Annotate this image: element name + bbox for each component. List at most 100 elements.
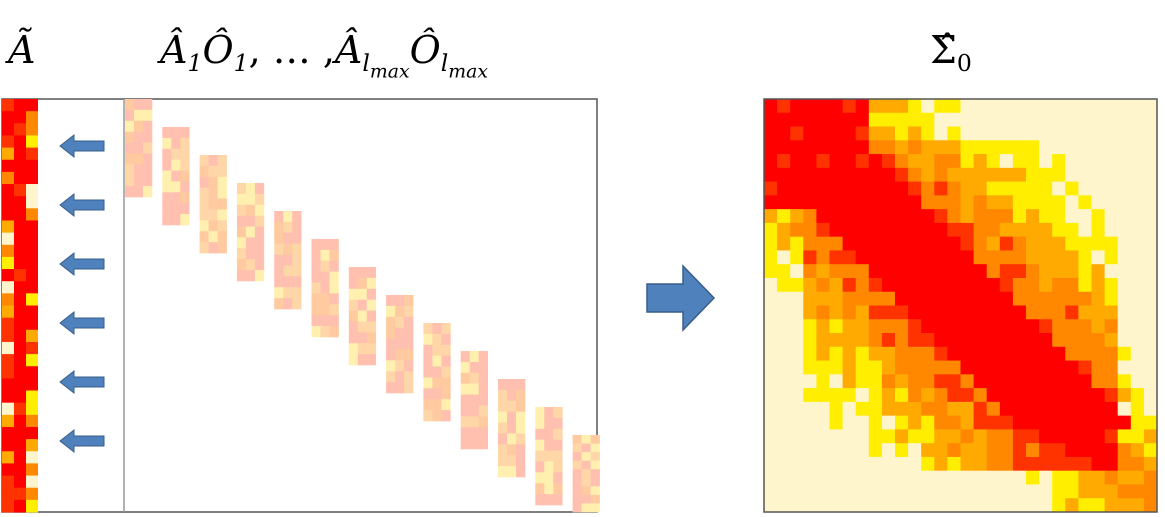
- heatmap-cell: [881, 181, 896, 196]
- heatmap-cell: [881, 498, 896, 513]
- heatmap-cell: [1130, 112, 1145, 127]
- heatmap-cell: [973, 264, 988, 279]
- heatmap-cell: [1012, 374, 1027, 389]
- heatmap-cell: [829, 429, 843, 444]
- block-cell: [366, 299, 377, 311]
- heatmap-cell: [960, 415, 974, 430]
- heatmap-cell: [921, 222, 935, 238]
- heatmap-cell: [1052, 277, 1066, 293]
- heatmap-cell: [777, 126, 791, 141]
- heatmap-cell: [895, 429, 909, 444]
- heatmap-cell: [895, 112, 909, 127]
- heatmap-cell: [973, 333, 988, 348]
- heatmap-cell: [842, 140, 857, 155]
- block-cell: [590, 460, 600, 470]
- a-strip-cell: [2, 220, 14, 234]
- block-cell: [395, 316, 405, 328]
- heatmap-cell: [1039, 167, 1053, 182]
- heatmap-cell: [895, 401, 909, 417]
- heatmap-cell: [1091, 99, 1105, 114]
- heatmap-cell: [1052, 181, 1066, 196]
- heatmap-cell: [855, 429, 870, 444]
- heatmap-cell: [1039, 388, 1053, 403]
- heatmap-cell: [764, 140, 778, 155]
- block-cell: [441, 323, 451, 335]
- a-strip-cell: [2, 451, 14, 464]
- heatmap-cell: [777, 291, 791, 306]
- heatmap-cell: [1143, 154, 1158, 169]
- block-cell: [553, 428, 563, 440]
- block-cell: [245, 193, 256, 206]
- heatmap-cell: [934, 250, 948, 265]
- heatmap-cell: [868, 305, 883, 320]
- heatmap-cell: [921, 305, 935, 320]
- block-cell: [581, 503, 591, 513]
- heatmap-cell: [1091, 360, 1105, 375]
- heatmap-cell: [921, 112, 935, 127]
- heatmap-cell: [1039, 112, 1053, 127]
- heatmap-cell: [1065, 470, 1079, 485]
- block-cell: [432, 388, 442, 400]
- heatmap-cell: [1052, 456, 1066, 472]
- heatmap-cell: [1078, 319, 1092, 334]
- block-cell: [180, 148, 190, 160]
- heatmap-cell: [1104, 456, 1119, 472]
- heatmap-cell: [816, 374, 830, 389]
- heatmap-cell: [1039, 236, 1053, 251]
- block-cell: [386, 360, 396, 372]
- heatmap-cell: [1052, 195, 1066, 210]
- heatmap-cell: [790, 209, 804, 224]
- heatmap-cell: [1104, 140, 1119, 155]
- heatmap-cell: [973, 401, 988, 417]
- block-cell: [134, 109, 144, 122]
- heatmap-cell: [1065, 277, 1079, 293]
- heatmap-cell: [764, 291, 778, 306]
- heatmap-cell: [908, 250, 922, 265]
- block-cell: [311, 315, 321, 327]
- heatmap-cell: [1143, 236, 1158, 251]
- heatmap-cell: [790, 222, 804, 238]
- a-strip-cell: [14, 232, 26, 246]
- heatmap-cell: [986, 126, 1001, 141]
- heatmap-cell: [1012, 195, 1027, 210]
- block-cell: [441, 388, 451, 400]
- a-strip-cell: [14, 475, 26, 489]
- heatmap-cell: [1012, 305, 1027, 320]
- heatmap-cell: [934, 140, 948, 155]
- block-cell: [171, 159, 181, 171]
- heatmap-cell: [1117, 140, 1132, 155]
- heatmap-cell: [934, 222, 948, 238]
- heatmap-cell: [777, 140, 791, 155]
- heatmap-cell: [960, 401, 974, 417]
- heatmap-cell: [908, 333, 922, 348]
- a-strip-cell: [26, 317, 38, 331]
- block-cell: [544, 483, 554, 495]
- block-cell: [516, 433, 526, 445]
- a-strip-cell: [14, 354, 26, 367]
- heatmap-cell: [947, 346, 961, 361]
- a-strip-cell: [14, 196, 26, 209]
- a-strip-cell: [2, 499, 14, 513]
- heatmap-cell: [895, 291, 909, 306]
- heatmap-cell: [790, 456, 804, 472]
- heatmap-cell: [1078, 429, 1092, 444]
- heatmap-cell: [934, 470, 948, 485]
- heatmap-cell: [1039, 360, 1053, 375]
- block-cell: [516, 422, 526, 434]
- heatmap-cell: [1143, 112, 1158, 127]
- heatmap-cell: [908, 498, 922, 513]
- block-cell: [180, 127, 190, 139]
- heatmap-cell: [1065, 319, 1079, 334]
- heatmap-cell: [999, 456, 1014, 472]
- heatmap-cell: [855, 195, 870, 210]
- block-cell: [507, 379, 517, 391]
- heatmap-cell: [921, 360, 935, 375]
- heatmap-cell: [960, 277, 974, 293]
- heatmap-cell: [829, 140, 843, 155]
- block-cell: [404, 382, 414, 394]
- heatmap-cell: [842, 484, 857, 499]
- a-tilde-strip: [2, 99, 38, 513]
- heatmap-cell: [999, 222, 1014, 238]
- block-cell: [134, 142, 144, 154]
- block-cell: [460, 405, 470, 417]
